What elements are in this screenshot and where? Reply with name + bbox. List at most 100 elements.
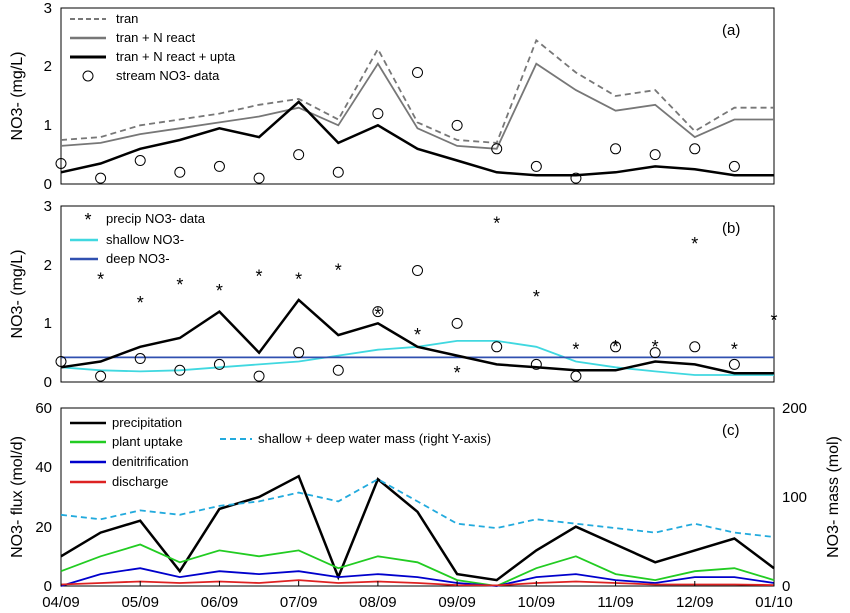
legend-precipitation-label: precipitation [112, 415, 182, 430]
panel-b-precip-point: * [652, 337, 659, 357]
panel-c-xaxis: 04/09 05/09 06/09 07/09 08/09 09/09 10/09 11/09… [42, 581, 793, 611]
panel-a-stream-point [55, 157, 67, 169]
panel-b-stream-point [332, 364, 344, 376]
panel-b-precip-point: * [256, 266, 263, 286]
legend-tran-n-react-label: tran + N react [116, 30, 196, 45]
panel-c-xtick-label: 09/09 [438, 594, 476, 611]
panel-a-stream-point [610, 143, 622, 155]
panel-c-ytick-40: 40 [35, 459, 52, 476]
panel-a-ytick-2: 2 [44, 58, 52, 75]
panel-b-precip-point: * [533, 287, 540, 307]
legend-discharge-label: discharge [112, 474, 168, 489]
panel-c-y2tick-100: 100 [782, 489, 807, 506]
panel-b-stream-point [451, 317, 463, 329]
panel-c-label: (c) [722, 422, 740, 439]
panel-a: 0 1 2 3 NO3- (mg/L) (a) tran tran + N re… [9, 0, 775, 193]
panel-a-legend: tran tran + N react tran + N react + upt… [70, 11, 236, 83]
panel-b: 0 1 2 3 NO3- (mg/L) (b) *** ** * ******* * **… [9, 198, 778, 391]
panel-c-y2label: NO3- mass (mol) [825, 436, 842, 558]
panel-c-ytick-20: 20 [35, 519, 52, 536]
panel-c-plot [60, 474, 775, 587]
panel-c-plant-uptake-line [60, 543, 775, 587]
panel-a-ytick-0: 0 [44, 176, 52, 193]
panel-c-xtick-label: 12/09 [676, 594, 714, 611]
legend-stream-data-marker [82, 70, 94, 82]
panel-b-precip-point: * [414, 325, 421, 345]
panel-b-stream-point [728, 358, 740, 370]
legend-deep-label: deep NO3- [106, 251, 170, 266]
panel-b-stream-point [213, 358, 225, 370]
panel-b-precip-point: * [770, 310, 777, 330]
panel-c-xtick-label: 04/09 [42, 594, 80, 611]
panel-c-y2tick-200: 200 [782, 400, 807, 417]
panel-b-stream-point [412, 265, 423, 277]
panel-c-y2tick-0: 0 [782, 578, 790, 595]
panel-b-ytick-3: 3 [44, 198, 52, 215]
panel-a-tran-line [60, 38, 774, 144]
panel-b-legend: * precip NO3- data shallow NO3- deep NO3… [70, 210, 206, 266]
panel-a-stream-point [293, 149, 305, 161]
panel-a-stream-point [451, 119, 463, 131]
legend-tran-n-react-upta-label: tran + N react + upta [116, 49, 236, 64]
panel-b-stream-point [174, 364, 186, 376]
legend-denitrification-label: denitrification [112, 454, 189, 469]
panel-a-stream-point [570, 172, 582, 184]
legend-tran-label: tran [116, 11, 138, 26]
panel-c-ytick-60: 60 [35, 400, 52, 417]
panel-a-stream-point [491, 143, 503, 155]
panel-b-precip-point: * [691, 234, 698, 254]
panel-a-stream-point [728, 160, 740, 172]
panel-b-ylabel: NO3- (mg/L) [9, 250, 26, 339]
panel-b-precip-point: * [493, 214, 500, 234]
panel-a-frame [60, 7, 775, 185]
panel-b-precip-point: * [176, 275, 183, 295]
panel-a-ylabel: NO3- (mg/L) [9, 52, 26, 141]
panel-b-stream-point [570, 370, 582, 382]
panel-b-precip-point: * [295, 269, 302, 289]
panel-c-xtick-label: 11/09 [597, 594, 633, 611]
panel-a-stream-point [412, 67, 423, 79]
panel-b-ytick-2: 2 [44, 257, 52, 274]
panel-b-label: (b) [722, 220, 740, 237]
panel-b-precip-point: * [454, 363, 461, 383]
panel-c-shallow-deep-water-mass-right-y-axis-line [60, 478, 775, 538]
panel-b-stream-point [55, 355, 67, 367]
panel-a-tran-n-react-line [60, 62, 774, 150]
panel-b-stream-point [253, 370, 265, 382]
panel-b-stream-point [134, 353, 146, 365]
panel-b-stream-point [610, 341, 622, 353]
panel-c-discharge-line [60, 579, 775, 587]
panel-b-stream-point [530, 358, 542, 370]
panel-b-precip-point: * [612, 337, 619, 357]
panel-b-ytick-0: 0 [44, 374, 52, 391]
panel-b-stream-point [491, 341, 503, 353]
panel-b-precip-point: * [335, 261, 342, 281]
panel-b-precip-point: * [137, 293, 144, 313]
panel-b-precip-point: * [216, 281, 223, 301]
legend-water-mass-label: shallow + deep water mass (right Y-axis) [258, 431, 491, 446]
panel-b-stream-point [649, 347, 661, 359]
panel-a-plot [55, 38, 774, 184]
panel-a-stream-point [134, 155, 146, 167]
panel-b-plot: * * * * * * * * * * * * * * * * * * [55, 214, 778, 383]
panel-a-stream-point [95, 172, 107, 184]
panel-c-frame [60, 407, 775, 587]
panel-a-stream-point [649, 149, 661, 161]
panel-b-stream-point [293, 347, 305, 359]
panel-a-tran-n-react-upta-line [60, 100, 774, 177]
panel-c-xtick-label: 10/09 [518, 594, 556, 611]
panel-c-legend: precipitation plant uptake denitrificati… [70, 415, 491, 489]
panel-b-precip-point: * [572, 340, 579, 360]
panel-b-ytick-1: 1 [44, 315, 52, 332]
panel-c: 0 20 40 60 0 100 200 NO3- flux (mol/d) N… [9, 400, 842, 611]
panel-c-xtick-label: 06/09 [201, 594, 239, 611]
panel-c-xtick-label: 01/10 [755, 594, 793, 611]
legend-precip-label: precip NO3- data [106, 211, 206, 226]
panel-b-frame [60, 205, 775, 383]
panel-a-stream-point [689, 143, 701, 155]
panel-c-denitrification-line [60, 567, 775, 587]
panel-c-ytick-0: 0 [44, 578, 52, 595]
panel-c-xtick-label: 05/09 [121, 594, 159, 611]
legend-precip-marker: * [84, 210, 91, 230]
